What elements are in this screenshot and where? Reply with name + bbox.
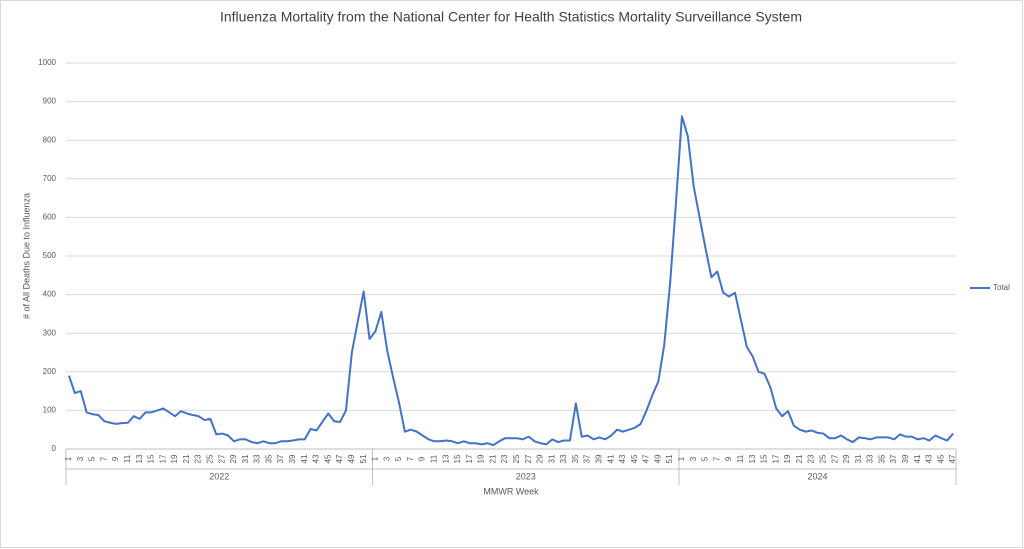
x-tick-label: 1	[371, 456, 380, 461]
y-tick-label: 800	[43, 135, 57, 144]
x-tick-label: 45	[630, 454, 639, 463]
x-tick-label: 41	[606, 454, 615, 463]
x-tick-label: 11	[123, 454, 132, 463]
x-tick-label: 1	[677, 456, 686, 461]
x-tick-label: 39	[288, 454, 297, 463]
x-tick-label: 41	[300, 454, 309, 463]
x-tick-label: 11	[736, 454, 745, 463]
x-tick-label: 39	[595, 454, 604, 463]
x-tick-label: 51	[359, 454, 368, 463]
x-tick-label: 15	[760, 454, 769, 463]
x-tick-label: 1	[64, 456, 73, 461]
x-tick-label: 9	[724, 456, 733, 461]
x-tick-label: 9	[418, 456, 427, 461]
x-tick-label: 3	[382, 456, 391, 461]
x-tick-label: 27	[217, 454, 226, 463]
x-tick-label: 17	[158, 454, 167, 463]
x-tick-label: 37	[889, 454, 898, 463]
series-line	[68, 115, 954, 447]
x-tick-label: 33	[866, 454, 875, 463]
x-tick-label: 51	[665, 454, 674, 463]
x-tick-label: 47	[948, 454, 957, 463]
x-tick-label: 49	[347, 454, 356, 463]
x-tick-label: 47	[335, 454, 344, 463]
x-tick-label: 27	[524, 454, 533, 463]
y-tick-label: 300	[43, 328, 57, 337]
x-tick-label: 23	[807, 454, 816, 463]
y-tick-label: 600	[43, 213, 57, 222]
x-tick-label: 45	[323, 454, 332, 463]
group-label: 2024	[807, 471, 827, 481]
x-tick-label: 21	[795, 454, 804, 463]
x-tick-label: 33	[559, 454, 568, 463]
x-tick-label: 21	[488, 454, 497, 463]
x-tick-label: 25	[206, 454, 215, 463]
x-tick-label: 23	[500, 454, 509, 463]
x-tick-label: 49	[653, 454, 662, 463]
y-tick-label: 400	[43, 290, 57, 299]
x-tick-label: 39	[901, 454, 910, 463]
x-tick-label: 21	[182, 454, 191, 463]
legend-label: Total	[993, 283, 1010, 292]
x-tick-label: 19	[783, 454, 792, 463]
x-tick-label: 47	[642, 454, 651, 463]
y-tick-label: 500	[43, 251, 57, 260]
x-tick-label: 5	[394, 456, 403, 461]
x-tick-label: 31	[547, 454, 556, 463]
x-tick-label: 43	[618, 454, 627, 463]
x-tick-label: 35	[571, 454, 580, 463]
x-tick-label: 3	[76, 456, 85, 461]
x-tick-label: 15	[147, 454, 156, 463]
x-tick-label: 29	[842, 454, 851, 463]
x-tick-label: 19	[170, 454, 179, 463]
x-tick-label: 35	[264, 454, 273, 463]
chart-title: Influenza Mortality from the National Ce…	[220, 9, 802, 25]
x-tick-label: 13	[748, 454, 757, 463]
x-tick-label: 7	[712, 456, 721, 461]
x-tick-label: 37	[276, 454, 285, 463]
x-tick-label: 9	[111, 456, 120, 461]
x-tick-label: 13	[441, 454, 450, 463]
x-tick-label: 3	[689, 456, 698, 461]
x-tick-label: 33	[253, 454, 262, 463]
x-tick-label: 13	[135, 454, 144, 463]
x-tick-label: 31	[854, 454, 863, 463]
y-tick-label: 0	[52, 444, 57, 453]
x-tick-label: 7	[406, 456, 415, 461]
x-tick-label: 45	[936, 454, 945, 463]
x-tick-label: 17	[465, 454, 474, 463]
y-tick-label: 1000	[38, 58, 56, 67]
x-tick-label: 43	[312, 454, 321, 463]
x-axis-label: MMWR Week	[483, 486, 539, 496]
group-label: 2023	[516, 471, 536, 481]
x-tick-label: 29	[536, 454, 545, 463]
x-tick-label: 31	[241, 454, 250, 463]
x-tick-label: 29	[229, 454, 238, 463]
x-tick-label: 41	[913, 454, 922, 463]
x-tick-label: 19	[477, 454, 486, 463]
x-tick-label: 5	[701, 456, 710, 461]
x-tick-label: 43	[925, 454, 934, 463]
x-tick-label: 37	[583, 454, 592, 463]
x-tick-label: 7	[99, 456, 108, 461]
x-tick-label: 15	[453, 454, 462, 463]
y-tick-label: 700	[43, 174, 57, 183]
group-label: 2022	[209, 471, 229, 481]
x-tick-label: 27	[830, 454, 839, 463]
y-tick-label: 100	[43, 406, 57, 415]
y-tick-label: 200	[43, 367, 57, 376]
x-tick-label: 23	[194, 454, 203, 463]
x-tick-label: 5	[88, 456, 97, 461]
y-axis-label: # of All Deaths Due to Influenza	[21, 193, 31, 319]
x-tick-label: 17	[771, 454, 780, 463]
x-tick-label: 25	[818, 454, 827, 463]
x-tick-label: 11	[429, 454, 438, 463]
x-tick-label: 35	[877, 454, 886, 463]
x-tick-label: 25	[512, 454, 521, 463]
y-tick-label: 900	[43, 97, 57, 106]
